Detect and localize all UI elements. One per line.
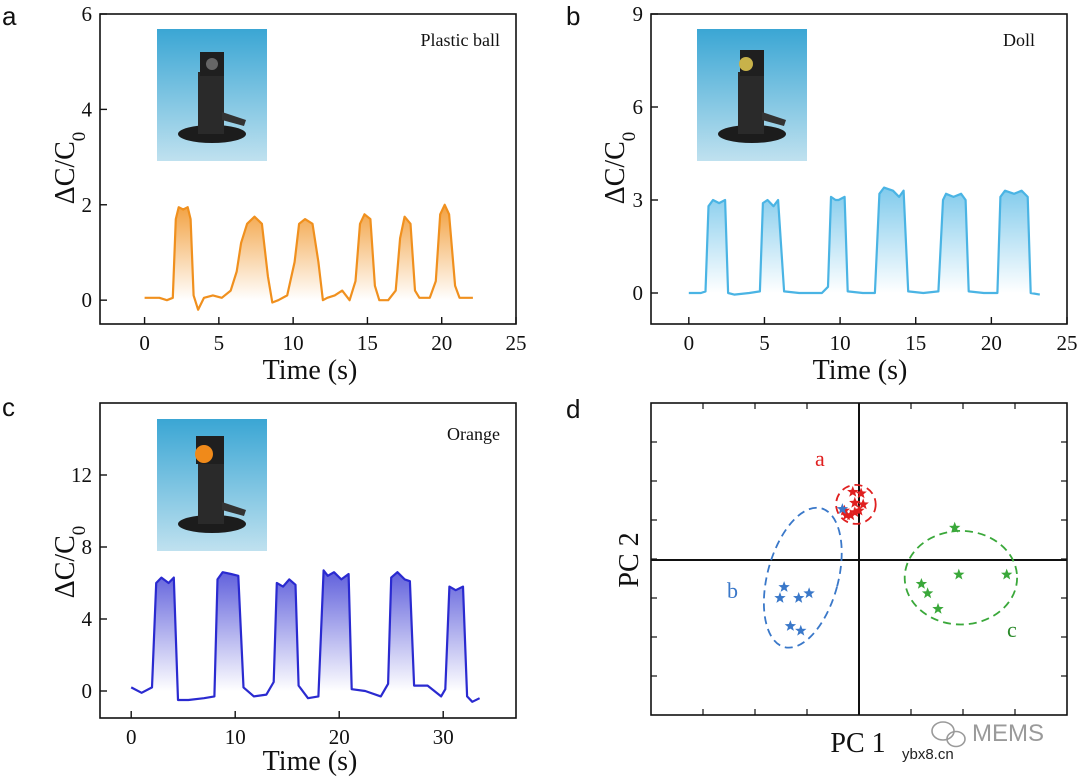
panel-letter-d: d [566,394,580,424]
robot-photo-c [157,419,267,551]
panel-letter-a: a [2,1,17,31]
x-axis-a: 0 5 10 15 20 25 [139,317,527,355]
x-tick-label-a: 5 [214,331,225,355]
x-tick-label-a: 10 [283,331,304,355]
y-tick-label-a: 2 [82,193,93,217]
scatter-points [774,485,1013,636]
x-tick-label-c: 30 [433,725,454,749]
plot-frame-a [99,13,517,325]
scatter-point-a [840,509,853,521]
y-tick-label-c: 8 [82,535,93,559]
series-fill-b [688,187,1040,293]
ylabel-d: PC 2 [614,532,645,587]
scatter-point-a [849,496,861,508]
series-c [130,569,481,703]
scatter-point-b [836,503,849,514]
scatter-point-b [778,581,790,592]
x-tick-label-a: 0 [139,331,150,355]
scatter-point-a [855,487,867,499]
y-tick-label-c: 12 [71,463,92,487]
y-tick-label-c: 0 [82,679,93,703]
xlabel-a: Time (s) [263,355,358,386]
y-tick-label-b: 9 [633,2,644,26]
watermark-site: ybx8.cn [902,746,954,763]
scatter-point-a [847,485,859,497]
annotation-b: Doll [1003,30,1035,50]
series-line-a [144,203,473,311]
series-fill-c [131,570,480,691]
y-axis-b: 0 3 6 9 [633,2,658,305]
plot-frame-b [650,13,1068,325]
cluster-ellipse-c [903,530,1019,626]
xlabel-d: PC 1 [830,728,885,759]
cluster-ellipse-b [762,506,843,649]
panel-letter-b: b [566,1,580,31]
scatter-point-c [932,602,944,614]
scatter-point-c [915,578,928,589]
cluster-label-b: b [727,578,738,603]
watermark: MEMS ybx8.cn [902,720,1044,763]
y-tick-label-c: 4 [82,607,93,631]
plot-frame-c [99,402,517,719]
robot-photo-a [157,29,267,161]
x-tick-label-c: 20 [329,725,350,749]
y-tick-label-b: 3 [633,188,644,212]
watermark-brand: MEMS [972,720,1044,747]
y-axis-c: 0 4 8 12 [71,463,107,703]
scatter-point-a [849,506,861,518]
x-tick-label-a: 20 [431,331,452,355]
xlabel-c: Time (s) [263,746,358,777]
y-tick-label-b: 0 [633,281,644,305]
series-a [144,203,473,311]
cluster-label-a: a [815,446,825,471]
x-tick-label-a: 25 [506,331,527,355]
scatter-point-b [793,592,805,603]
series-b [688,186,1040,296]
x-tick-label-b: 20 [981,331,1002,355]
y-tick-label-a: 0 [82,288,93,312]
scatter-point-a [853,504,865,516]
scatter-point-c [949,521,961,533]
annotation-a: Plastic ball [421,30,501,50]
x-tick-label-a: 15 [357,331,378,355]
x-tick-label-b: 5 [759,331,770,355]
x-tick-label-b: 15 [905,331,926,355]
y-tick-label-a: 4 [82,97,93,121]
robot-photo-b [697,29,807,161]
annotation-c: Orange [447,424,500,444]
scatter-point-c [1001,568,1013,580]
scatter-point-c [953,568,965,580]
x-tick-label-c: 0 [126,725,137,749]
panel-d: a b c PC 1 PC 2 [614,402,1068,759]
y-axis-a: 0 2 4 6 [82,2,107,312]
scatter-point-b [795,624,807,636]
scatter-point-c [921,587,934,599]
scatter-point-b [784,620,797,631]
x-axis-b: 0 5 10 15 20 25 [684,317,1078,355]
cluster-label-c: c [1007,617,1017,642]
wechat-icon [931,721,966,748]
cluster-ellipses [762,483,1019,649]
scatter-point-a [845,509,857,521]
scatter-point-a [857,498,869,510]
x-tick-label-b: 25 [1057,331,1078,355]
x-tick-label-b: 10 [830,331,851,355]
series-line-b [688,186,1040,296]
scatter-point-b [774,592,786,603]
y-tick-label-a: 6 [82,2,93,26]
x-tick-label-c: 10 [225,725,246,749]
y-tick-label-b: 6 [633,95,644,119]
scatter-point-b [803,587,815,599]
x-axis-c: 0 10 20 30 [126,711,454,749]
xlabel-b: Time (s) [813,355,908,386]
series-line-c [130,569,481,703]
series-fill-a [144,204,473,301]
cluster-ellipse-a [835,483,877,525]
x-tick-label-b: 0 [684,331,695,355]
panel-letter-c: c [2,392,15,422]
